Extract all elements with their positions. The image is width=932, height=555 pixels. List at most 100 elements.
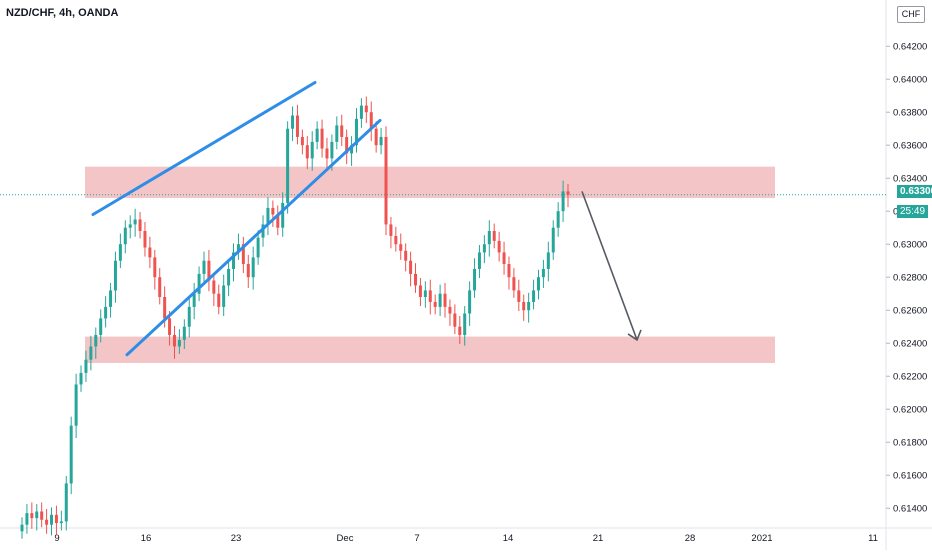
candle-body-109 (556, 211, 560, 228)
candle-body-5 (45, 519, 49, 525)
candle-body-92 (473, 268, 477, 291)
candle-body-104 (532, 290, 536, 302)
candle-body-111 (566, 191, 570, 195)
y-tick-label-7: 0.62800 (893, 273, 927, 284)
candle-body-41 (222, 285, 226, 307)
candle-body-105 (536, 277, 540, 291)
candle-body-31 (172, 334, 176, 347)
candle-body-30 (168, 318, 172, 335)
y-tick-label-3: 0.63600 (893, 141, 927, 152)
candle-body-58 (305, 145, 309, 159)
candle-body-52 (276, 214, 280, 228)
candle-body-35 (192, 293, 196, 307)
candle-body-81 (418, 285, 422, 297)
candle-body-48 (256, 237, 260, 258)
last-price-tag: 0.63300 (897, 185, 932, 198)
candle-body-25 (143, 231, 147, 248)
candle-body-3 (35, 511, 39, 519)
candle-body-33 (182, 326, 186, 340)
resistance-zone (85, 166, 775, 198)
y-tick-label-0: 0.64200 (893, 42, 927, 53)
x-tick-label-9: 11 (868, 533, 878, 544)
candle-body-45 (241, 244, 245, 264)
candle-body-40 (217, 293, 221, 307)
candle-body-103 (527, 301, 531, 311)
candle-body-96 (492, 231, 496, 241)
candle-body-67 (350, 145, 354, 154)
candle-body-63 (330, 141, 334, 159)
candle-body-62 (325, 148, 329, 159)
candle-body-1 (25, 513, 29, 525)
y-tick-label-12: 0.61800 (893, 438, 927, 449)
candle-body-6 (50, 514, 54, 525)
candle-body-95 (487, 231, 491, 245)
candle-body-12 (79, 372, 83, 385)
candle-body-108 (551, 227, 555, 253)
wedge-upper-trendline (91, 81, 317, 216)
candle-body-16 (99, 318, 103, 335)
y-tick-label-1: 0.64000 (893, 75, 927, 86)
candle-body-36 (197, 273, 201, 294)
candle-body-51 (271, 207, 275, 215)
candle-body-100 (512, 277, 516, 291)
candle-body-47 (251, 257, 255, 278)
projection-arrow-head (627, 329, 642, 342)
candle-body-17 (104, 306, 108, 319)
candle-body-8 (59, 521, 63, 524)
candle-body-22 (128, 224, 132, 228)
candle-body-73 (379, 136, 383, 146)
candle-body-101 (517, 290, 521, 302)
candle-body-29 (163, 297, 167, 319)
candle-body-68 (354, 118, 358, 146)
candle-body-50 (266, 207, 270, 225)
candle-body-27 (153, 257, 157, 278)
y-tick-label-8: 0.62600 (893, 306, 927, 317)
candle-body-87 (448, 306, 452, 314)
candle-body-74 (384, 136, 388, 225)
x-tick-label-1: 16 (141, 533, 152, 544)
candle-body-19 (113, 260, 117, 291)
candle-body-18 (109, 290, 113, 307)
candle-body-42 (227, 268, 231, 286)
candle-body-9 (64, 483, 68, 522)
candle-body-75 (389, 224, 393, 236)
candle-body-55 (291, 115, 295, 129)
candle-body-43 (232, 252, 236, 269)
candle-body-14 (89, 346, 93, 360)
candle-body-106 (541, 268, 545, 278)
candle-body-46 (246, 264, 250, 278)
candle-body-28 (158, 277, 162, 297)
candle-body-59 (310, 141, 314, 159)
candle-body-86 (443, 293, 447, 307)
y-tick-label-13: 0.61600 (893, 471, 927, 482)
candle-body-66 (345, 136, 349, 154)
candle-body-10 (69, 425, 73, 484)
wedge-lower-trendline (125, 118, 382, 357)
y-tick-label-10: 0.62200 (893, 372, 927, 383)
candle-body-99 (507, 264, 511, 278)
y-tick-label-2: 0.63800 (893, 108, 927, 119)
candle-body-98 (502, 252, 506, 264)
candle-body-24 (138, 219, 142, 231)
candle-body-70 (364, 105, 368, 113)
candle-body-49 (261, 224, 265, 238)
candle-body-53 (281, 202, 285, 228)
candle-body-38 (207, 260, 211, 281)
candle-body-94 (482, 244, 486, 253)
candle-body-110 (561, 191, 565, 212)
y-tick-label-11: 0.62000 (893, 405, 927, 416)
candle-body-91 (468, 290, 472, 314)
candle-body-79 (409, 260, 413, 274)
x-tick-label-0: 9 (54, 533, 59, 544)
y-tick-label-4: 0.63400 (893, 174, 927, 185)
candle-body-64 (335, 125, 339, 142)
currency-badge[interactable]: CHF (897, 6, 925, 23)
candle-body-20 (118, 244, 122, 261)
candle-body-65 (340, 125, 344, 137)
candle-body-56 (295, 115, 299, 137)
symbol-title[interactable]: NZD/CHF, 4h, OANDA (6, 7, 119, 19)
x-tick-label-5: 14 (503, 533, 514, 544)
candle-body-26 (148, 247, 152, 258)
